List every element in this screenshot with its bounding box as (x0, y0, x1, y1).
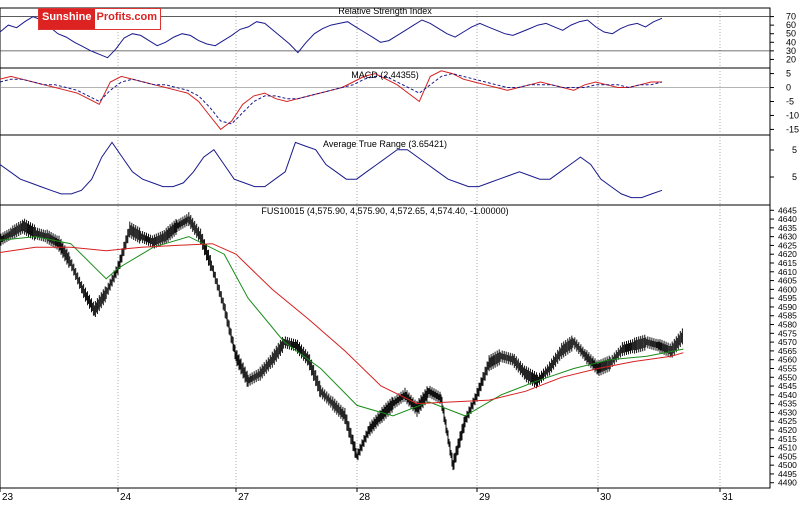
price-axis-tick-label: 4570 (778, 337, 797, 347)
macd-axis-tick-label: 0 (786, 83, 791, 93)
price-axis-tick-label: 4520 (778, 425, 797, 435)
rsi-series-line (0, 16, 663, 59)
price-axis-tick-label: 4525 (778, 416, 797, 426)
atr-axis-tick-label: 5 (792, 172, 797, 182)
price-axis-tick-label: 4595 (778, 293, 797, 303)
price-axis-tick-label: 4495 (778, 469, 797, 479)
price-axis-tick-label: 4565 (778, 346, 797, 356)
rsi-axis-tick-label: 20 (786, 54, 796, 64)
price-ma-green-line (0, 236, 684, 417)
price-axis-tick-label: 4550 (778, 372, 797, 382)
price-axis-tick-label: 4625 (778, 240, 797, 250)
price-axis-tick-label: 4540 (778, 390, 797, 400)
price-axis-tick-label: 4555 (778, 363, 797, 373)
x-axis-tick-label: 24 (120, 492, 132, 503)
macd-axis-tick-label: -10 (786, 110, 799, 120)
price-axis-tick-label: 4580 (778, 320, 797, 330)
price-axis-tick-label: 4575 (778, 328, 797, 338)
macd-signal-line (0, 73, 663, 125)
price-axis-tick-label: 4490 (778, 478, 797, 488)
price-axis-tick-label: 4560 (778, 355, 797, 365)
price-axis-tick-label: 4600 (778, 284, 797, 294)
price-axis-tick-label: 4630 (778, 232, 797, 242)
rsi-axis-tick-label: 40 (786, 37, 796, 47)
x-axis-tick-label: 29 (479, 492, 491, 503)
atr-title: Average True Range (3.65421) (323, 139, 447, 149)
price-axis-tick-label: 4510 (778, 443, 797, 453)
logo-part-b: Profits.com (94, 9, 161, 29)
price-axis-tick-label: 4590 (778, 302, 797, 312)
macd-series-line (0, 70, 662, 131)
price-axis-tick-label: 4610 (778, 267, 797, 277)
rsi-title: Relative Strength Index (338, 6, 432, 16)
price-axis-tick-label: 4505 (778, 451, 797, 461)
price-axis-tick-label: 4605 (778, 276, 797, 286)
macd-axis-tick-label: 5 (786, 69, 791, 79)
price-title: FUS10015 (4,575.90, 4,575.90, 4,572.65, … (261, 206, 508, 216)
rsi-axis-tick-label: 50 (786, 29, 796, 39)
logo-part-a: Sunshine (39, 9, 95, 29)
price-axis-tick-label: 4545 (778, 381, 797, 391)
price-axis-tick-label: 4500 (778, 460, 797, 470)
x-axis-tick-label: 28 (359, 492, 371, 503)
price-ma-red-line (0, 243, 684, 405)
price-axis-tick-label: 4535 (778, 399, 797, 409)
x-axis-tick-label: 23 (2, 492, 14, 503)
atr-axis-tick-label: 5 (792, 145, 797, 155)
price-axis-tick-label: 4635 (778, 223, 797, 233)
sunshine-profits-logo[interactable]: Sunshine Profits.com (38, 8, 162, 30)
price-axis-tick-label: 4640 (778, 214, 797, 224)
price-axis-tick-label: 4615 (778, 258, 797, 268)
price-axis-tick-label: 4585 (778, 311, 797, 321)
macd-axis-tick-label: -15 (786, 124, 799, 134)
x-axis-tick-label: 30 (600, 492, 612, 503)
atr-series-line (0, 141, 663, 199)
rsi-axis-tick-label: 70 (786, 12, 796, 22)
rsi-axis-tick-label: 30 (786, 46, 796, 56)
rsi-axis-tick-label: 60 (786, 20, 796, 30)
macd-axis-tick-label: -5 (786, 97, 794, 107)
price-axis-tick-label: 4515 (778, 434, 797, 444)
macd-title: MACD (2.44355) (351, 70, 419, 80)
price-axis-tick-label: 4645 (778, 205, 797, 215)
x-axis-tick-label: 27 (238, 492, 250, 503)
x-axis-tick-label: 31 (722, 492, 734, 503)
price-axis-tick-label: 4620 (778, 249, 797, 259)
price-axis-tick-label: 4530 (778, 407, 797, 417)
